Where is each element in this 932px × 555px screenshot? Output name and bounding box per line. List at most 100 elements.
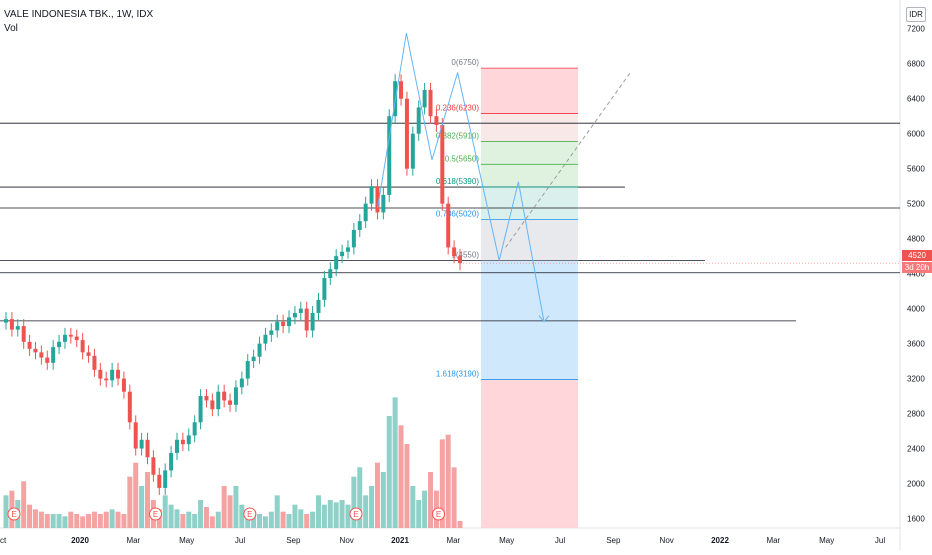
candle-body bbox=[127, 391, 132, 423]
earnings-marker-label: E bbox=[153, 510, 158, 519]
volume-bar bbox=[262, 516, 268, 528]
candle-body bbox=[345, 247, 350, 252]
volume-bar bbox=[404, 444, 410, 528]
candle-body bbox=[452, 247, 457, 257]
candle-body bbox=[428, 89, 433, 117]
currency-badge[interactable]: IDR bbox=[906, 7, 926, 22]
candle-body bbox=[257, 343, 262, 357]
fib-zone-1 bbox=[481, 113, 578, 142]
volume-bar bbox=[239, 504, 245, 528]
volume-bar bbox=[310, 511, 316, 528]
candle-body bbox=[133, 422, 138, 449]
time-tick-label: May bbox=[499, 536, 514, 545]
price-tick-label: 6800 bbox=[907, 60, 925, 69]
volume-bar bbox=[251, 511, 257, 528]
volume-bar bbox=[133, 462, 139, 528]
volume-bar bbox=[44, 514, 50, 528]
time-tick-label: Sep bbox=[286, 536, 301, 545]
volume-bar bbox=[233, 486, 239, 528]
volume-bar bbox=[68, 511, 74, 528]
volume-bar bbox=[380, 472, 386, 528]
price-tick-label: 1600 bbox=[907, 515, 925, 524]
candle-body bbox=[281, 321, 286, 327]
fib-level-label: 0.236(6230) bbox=[436, 104, 479, 113]
time-tick-label: Mar bbox=[126, 536, 140, 545]
candle-body bbox=[251, 356, 256, 362]
candle-body bbox=[387, 116, 392, 195]
time-tick-label: May bbox=[819, 536, 834, 545]
candle-body bbox=[310, 312, 315, 331]
earnings-marker-label: E bbox=[11, 510, 16, 519]
last-price-tag: 4520 bbox=[902, 250, 932, 261]
candle-body bbox=[404, 98, 409, 169]
candle-body bbox=[198, 396, 203, 423]
candle-body bbox=[98, 369, 103, 379]
candle-body bbox=[399, 81, 404, 99]
candle-body bbox=[186, 435, 191, 445]
bar-countdown: 3d 20h bbox=[902, 262, 932, 273]
volume-bar bbox=[398, 425, 404, 528]
pattern-arrow-head bbox=[538, 315, 550, 323]
volume-bar bbox=[80, 516, 86, 528]
price-tick-label: 2400 bbox=[907, 445, 925, 454]
volume-bar bbox=[162, 495, 168, 528]
time-tick-label: Nov bbox=[660, 536, 674, 545]
candle-body bbox=[74, 336, 79, 341]
candle-body bbox=[222, 391, 227, 401]
time-tick-label: 2020 bbox=[71, 536, 89, 545]
time-tick-label: Mar bbox=[766, 536, 780, 545]
volume-bar bbox=[203, 507, 209, 528]
volume-bar bbox=[198, 500, 204, 528]
price-tick-label: 7200 bbox=[907, 25, 925, 34]
volume-bar bbox=[369, 486, 375, 528]
candle-body bbox=[239, 378, 244, 388]
candle-body bbox=[245, 361, 250, 379]
candle-body bbox=[434, 116, 439, 125]
earnings-marker bbox=[349, 507, 363, 521]
candle-body bbox=[45, 357, 50, 363]
volume-bar bbox=[333, 502, 339, 528]
time-tick-label: 2022 bbox=[711, 536, 729, 545]
volume-bar bbox=[274, 495, 280, 528]
volume-bar bbox=[103, 511, 109, 528]
volume-bar bbox=[327, 500, 333, 528]
symbol-title[interactable]: VALE INDONESIA TBK., 1W, IDX bbox=[4, 9, 154, 20]
candle-body bbox=[80, 340, 85, 353]
price-tick-label: 2800 bbox=[907, 410, 925, 419]
price-tick-label: 2000 bbox=[907, 480, 925, 489]
volume-bar bbox=[357, 467, 363, 528]
earnings-marker bbox=[149, 507, 163, 521]
candle-body bbox=[151, 457, 156, 475]
candle-body bbox=[139, 439, 144, 449]
price-tick-label: 6400 bbox=[907, 95, 925, 104]
candle-body bbox=[363, 203, 368, 222]
candle-body bbox=[381, 194, 386, 213]
price-tick-label: 4400 bbox=[907, 270, 925, 279]
fib-level-label: 0.5(5650) bbox=[445, 154, 480, 163]
earnings-marker-label: E bbox=[353, 510, 358, 519]
price-tick-label: 3600 bbox=[907, 340, 925, 349]
volume-bar bbox=[186, 511, 192, 528]
candle-body bbox=[180, 439, 185, 445]
candle-body bbox=[68, 334, 73, 337]
volume-bar bbox=[304, 514, 310, 528]
candle-body bbox=[86, 352, 91, 356]
volume-bar bbox=[21, 481, 27, 528]
earnings-marker-label: E bbox=[247, 510, 252, 519]
earnings-marker bbox=[7, 507, 21, 521]
volume-bar bbox=[32, 509, 38, 528]
candle-body bbox=[15, 326, 20, 330]
volume-bar bbox=[457, 521, 463, 528]
candle-body bbox=[322, 278, 327, 300]
candle-body bbox=[62, 334, 67, 342]
volume-bar bbox=[38, 511, 44, 528]
candle-body bbox=[269, 330, 274, 335]
candle-body bbox=[27, 341, 32, 349]
volume-bar bbox=[174, 509, 180, 528]
candle-body bbox=[92, 355, 97, 370]
volume-label[interactable]: Vol bbox=[4, 23, 18, 34]
candle-body bbox=[39, 352, 44, 358]
candle-body bbox=[104, 378, 109, 381]
